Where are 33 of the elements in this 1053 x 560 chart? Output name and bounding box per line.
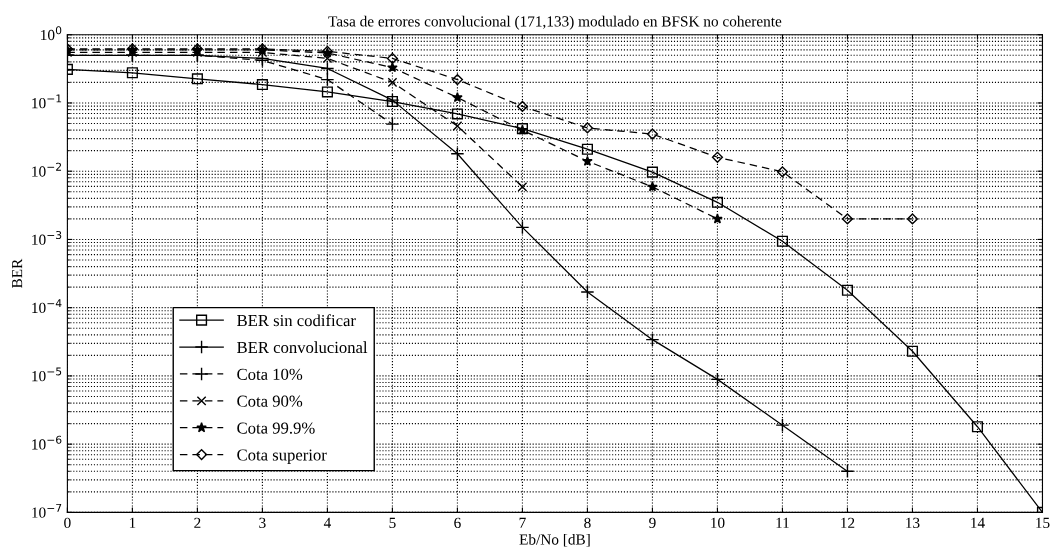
- x-tick-label: 13: [906, 517, 920, 529]
- legend-label: Cota 90%: [237, 395, 303, 407]
- x-tick-label: 1: [129, 517, 136, 528]
- x-tick-label: 8: [584, 517, 591, 529]
- x-tick-label: 14: [971, 517, 985, 528]
- y-tick-label: 10$^{−2}$: [32, 162, 62, 177]
- x-tick-label: 3: [259, 517, 266, 529]
- legend-label: Cota 99.9%: [237, 422, 315, 434]
- y-axis-title: BER: [12, 258, 23, 288]
- legend-label: BER convolucional: [237, 341, 368, 354]
- legend-label: BER sin codificar: [237, 314, 356, 327]
- x-tick-label: 15: [1036, 517, 1050, 529]
- x-tick-label: 6: [454, 517, 461, 529]
- legend-label: Cota superior: [237, 449, 327, 464]
- chart-title: Tasa de errores convolucional (171,133) modulado en BFSK no coherente: [328, 15, 782, 30]
- y-tick-label: 10$^{−5}$: [32, 367, 62, 382]
- x-tick-label: 7: [519, 517, 526, 528]
- y-tick-label: 10$^{0}$: [41, 26, 62, 41]
- x-tick-label: 11: [776, 517, 789, 528]
- x-tick-label: 4: [323, 517, 331, 528]
- x-tick-label: 2: [194, 517, 201, 528]
- x-tick-label: 10: [711, 517, 725, 529]
- legend-label: Cota 10%: [237, 368, 303, 380]
- y-tick-label: 10$^{−4}$: [32, 299, 62, 314]
- y-tick-label: 10$^{−1}$: [32, 94, 62, 109]
- x-axis-title: Eb/No [dB]: [519, 533, 590, 547]
- y-tick-label: 10$^{−3}$: [32, 230, 62, 245]
- x-tick-label: 5: [389, 517, 396, 529]
- x-tick-label: 0: [64, 517, 71, 529]
- y-tick-label: 10$^{−7}$: [32, 503, 62, 518]
- x-tick-label: 12: [841, 517, 855, 528]
- y-tick-label: 10$^{−6}$: [32, 435, 62, 450]
- x-tick-label: 9: [649, 517, 656, 529]
